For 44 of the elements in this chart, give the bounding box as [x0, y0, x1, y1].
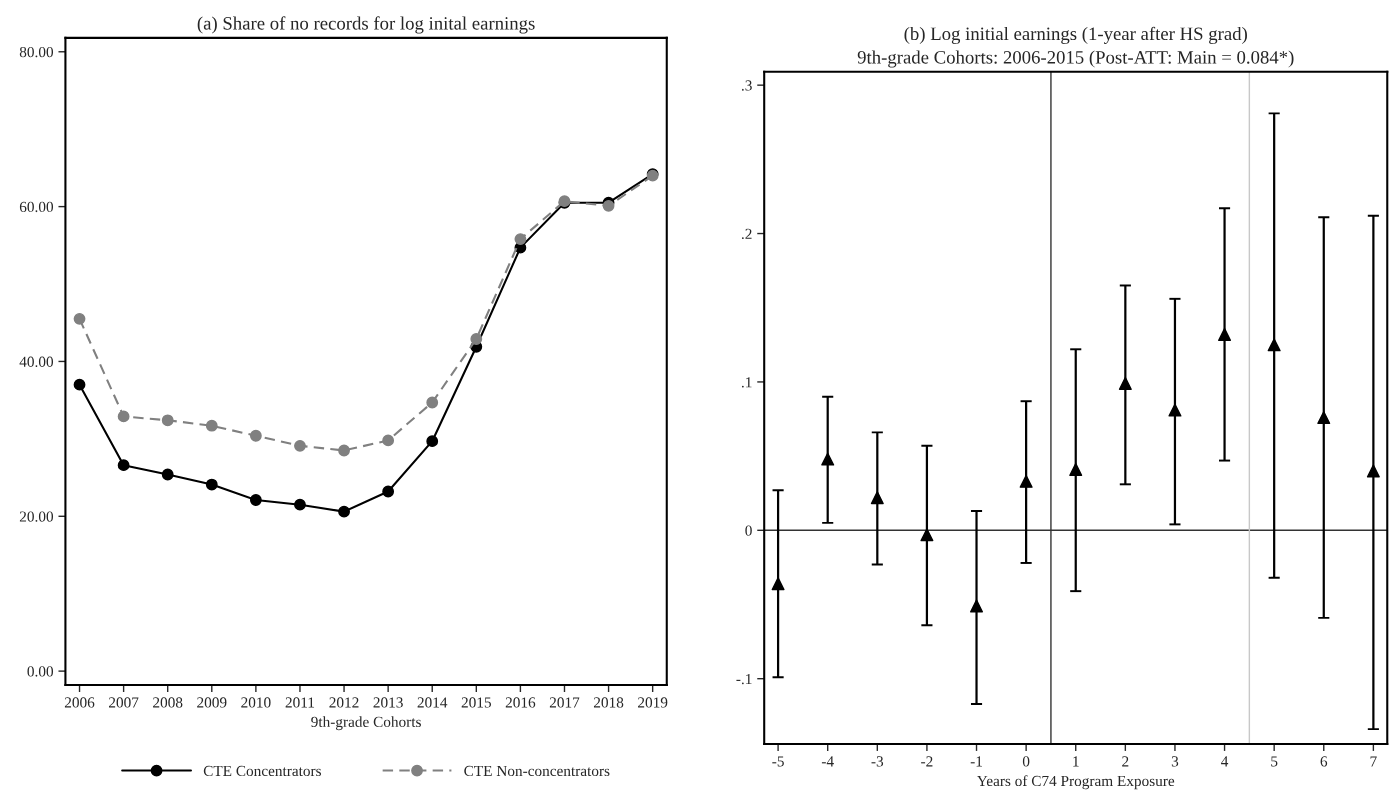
x-tick-label: 2013: [373, 697, 403, 708]
x-tick-label: 2008: [153, 697, 183, 708]
y-tick-label: 0.00: [27, 666, 54, 677]
x-tick-label: 3: [1171, 756, 1179, 767]
y-tick-label: .1: [741, 377, 752, 388]
x-tick-label: 1: [1073, 756, 1079, 767]
x-tick-label: 2006: [64, 697, 95, 708]
x-tick-label: 6: [1320, 756, 1328, 767]
x-tick-label: 2: [1122, 756, 1129, 767]
y-tick-label: .3: [741, 80, 752, 91]
x-tick-label: 2009: [197, 697, 227, 708]
y-tick-label: 80.00: [19, 46, 54, 58]
chart-subtitle: 9th-grade Cohorts: 2006-2015 (Post-ATT: Main = 0.084*): [857, 50, 1294, 68]
x-tick-label: 2010: [241, 697, 271, 708]
x-axis-title: Years of C74 Program Exposure: [976, 775, 1175, 790]
x-tick-label: -1: [970, 756, 982, 767]
x-tick-label: -3: [871, 756, 884, 767]
x-tick-label: -5: [772, 756, 784, 767]
x-tick-label: 4: [1221, 756, 1229, 767]
x-tick-label: 2018: [593, 697, 624, 708]
chart-title: (a) Share of no records for log inital earnings: [197, 16, 535, 34]
x-tick-label: 2019: [638, 697, 668, 708]
legend-label: CTE Non-concentrators: [464, 765, 610, 777]
x-tick-label: 5: [1271, 756, 1278, 767]
y-tick-label: .2: [741, 228, 752, 240]
x-tick-label: 2011: [285, 697, 315, 708]
x-tick-label: -2: [921, 756, 933, 767]
x-tick-label: 2012: [329, 697, 359, 708]
legend-label: CTE Concentrators: [203, 765, 321, 777]
x-axis-title: 9th-grade Cohorts: [311, 716, 421, 731]
x-tick-label: 2015: [461, 697, 491, 708]
x-tick-label: 2017: [549, 697, 580, 708]
x-tick-label: 0: [1022, 756, 1030, 767]
y-tick-label: -.1: [736, 673, 752, 685]
x-tick-label: 2016: [505, 697, 536, 708]
y-tick-label: 40.00: [19, 356, 54, 367]
y-tick-label: 0: [745, 525, 752, 536]
chart-title: (b) Log initial earnings (1-year after HS grad): [904, 26, 1247, 44]
x-tick-label: -4: [821, 756, 834, 767]
y-tick-label: 20.00: [19, 511, 54, 522]
x-tick-label: 2014: [417, 697, 448, 708]
x-tick-label: 7: [1370, 756, 1377, 767]
y-tick-label: 60.00: [19, 201, 54, 213]
x-tick-label: 2007: [109, 697, 139, 708]
